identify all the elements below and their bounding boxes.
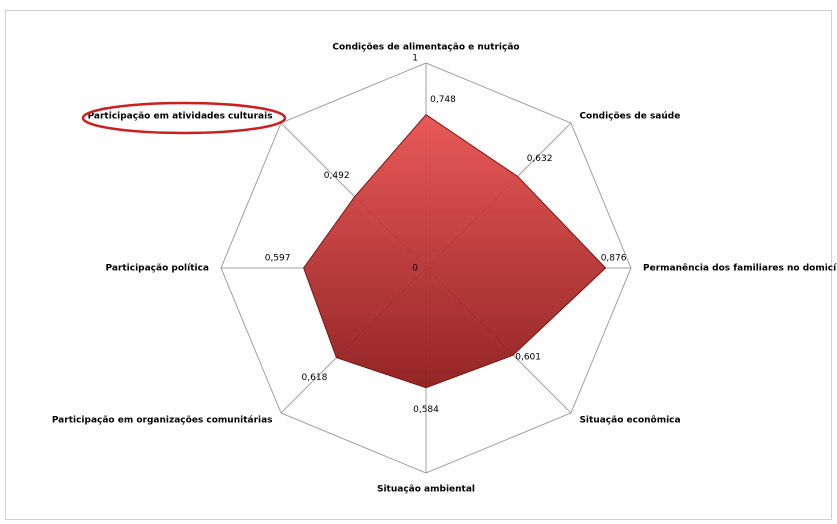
labels: 0 1 0,748 0,632 0,876 0,601 0,584 0,618 0,597 0,4… (52, 43, 837, 495)
data-label: 0,492 (324, 171, 350, 181)
category-label: Permanência dos familiares no domicílio (643, 263, 837, 274)
category-label: Situação ambiental (377, 485, 475, 495)
data-label: 0,876 (601, 254, 627, 264)
y-tick-label: 0 (412, 264, 418, 274)
data-label: 0,748 (430, 95, 456, 105)
category-label: Participação em atividades culturais (88, 111, 273, 121)
data-label: 0,618 (302, 373, 328, 383)
category-label: Condições de alimentação e nutrição (332, 43, 519, 53)
y-tick-label: 1 (412, 54, 418, 64)
data-label: 0,601 (515, 353, 541, 363)
category-label: Condições de saúde (579, 111, 680, 121)
category-label: Situação econômica (579, 415, 680, 426)
data-label: 0,584 (413, 405, 439, 415)
marks (303, 113, 607, 389)
category-label: Participação em organizações comunitária… (52, 416, 273, 426)
radar-area (303, 113, 607, 389)
data-label: 0,597 (265, 254, 291, 264)
highlight-ellipse (81, 101, 287, 135)
data-label: 0,632 (527, 154, 553, 164)
category-label: Participação política (105, 264, 209, 274)
